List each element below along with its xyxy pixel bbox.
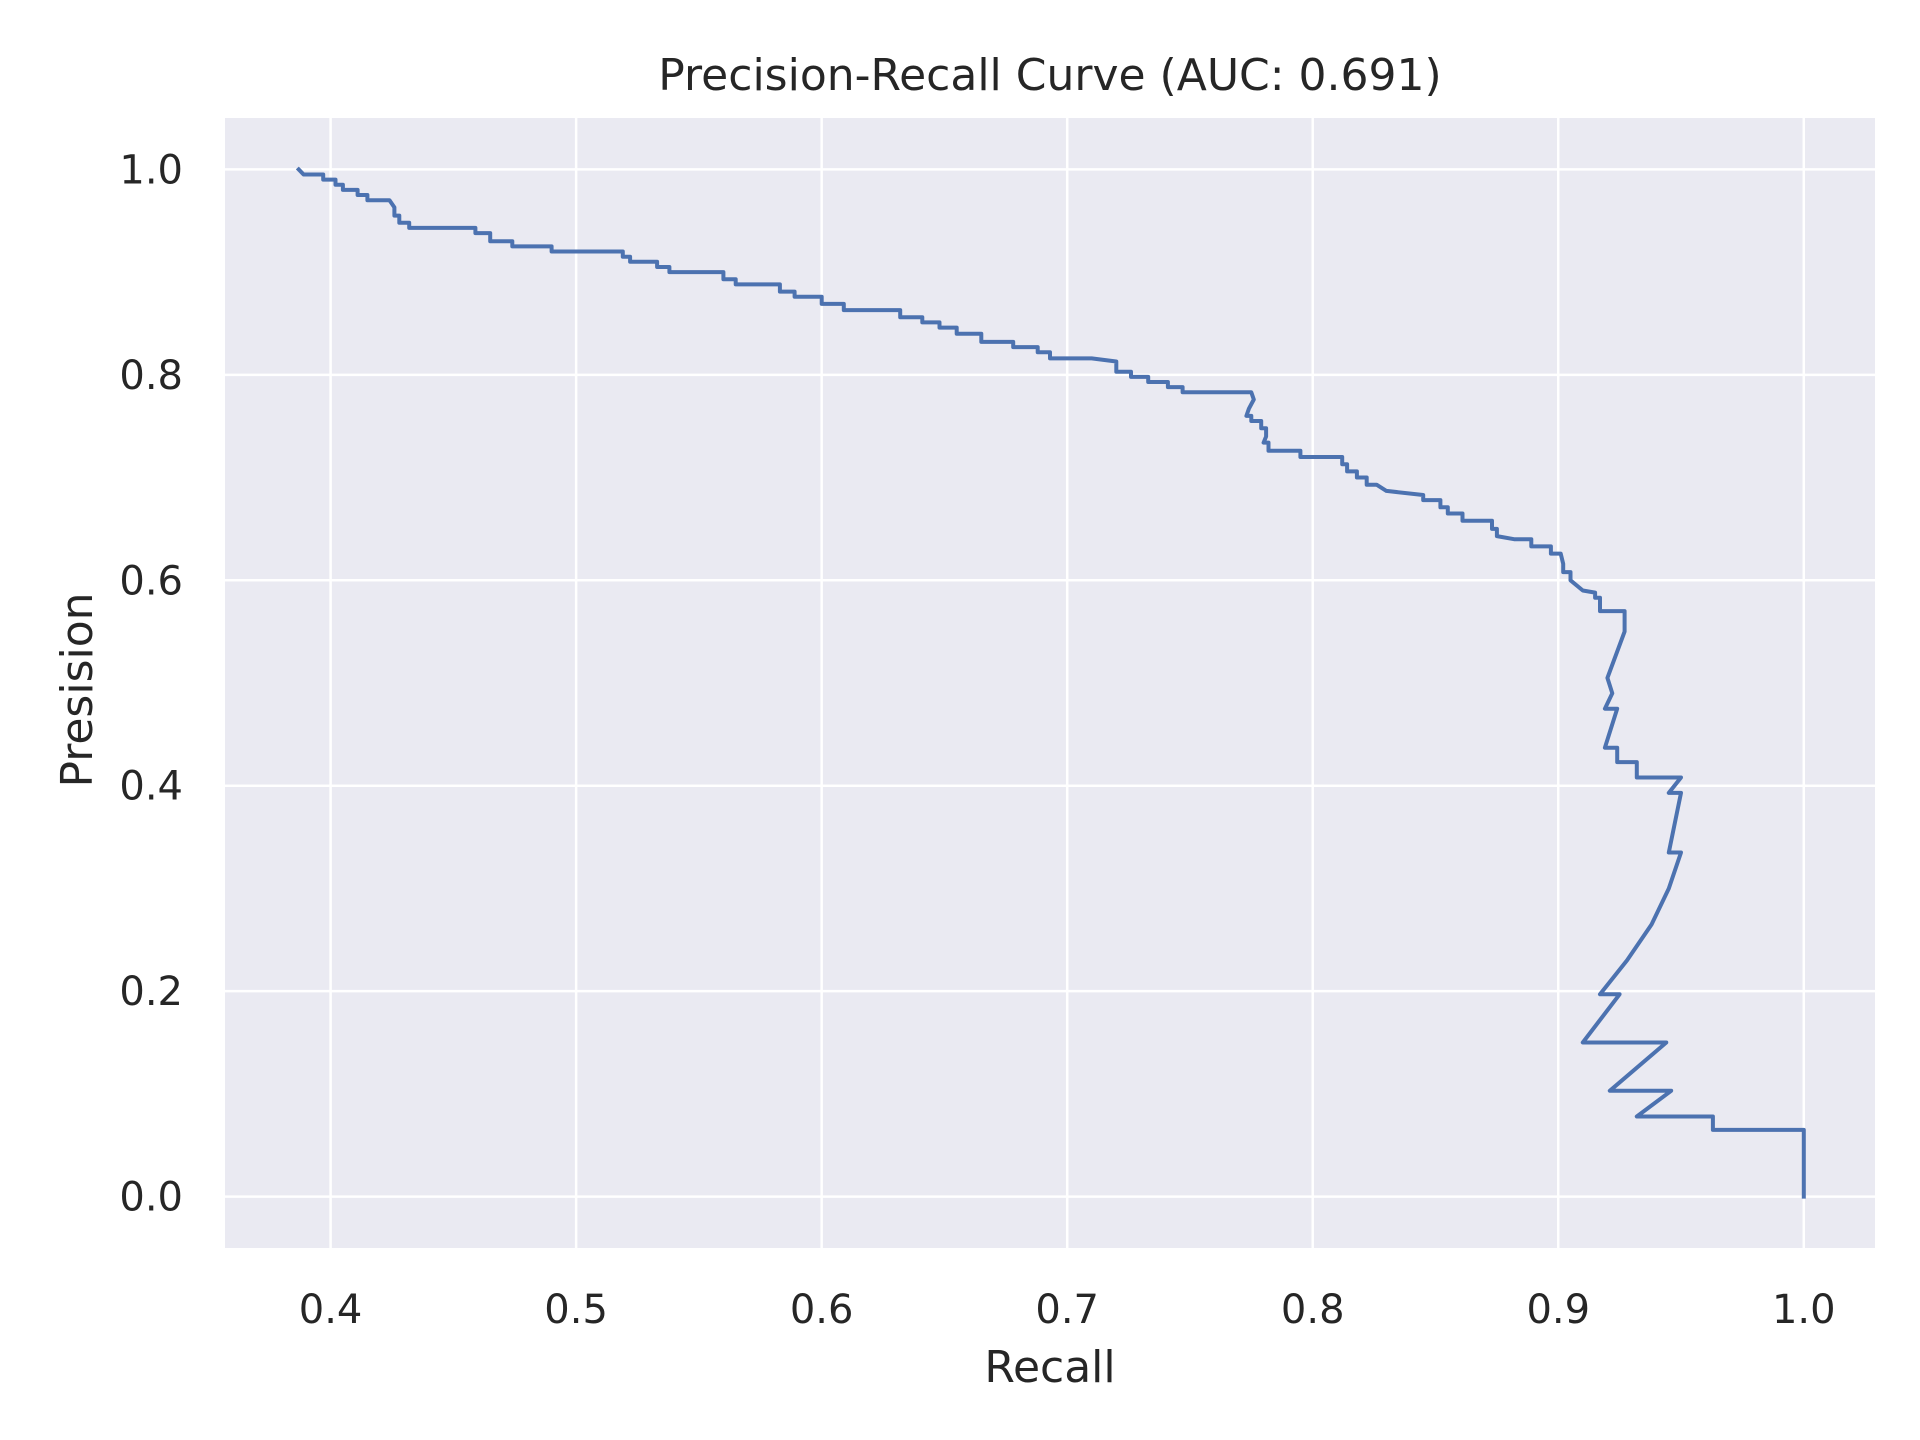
y-axis-ticks: 0.0 0.2 0.4 0.6 0.8 1.0 [119, 147, 183, 1220]
x-axis-ticks: 0.4 0.5 0.6 0.7 0.8 0.9 1.0 [299, 1287, 1836, 1333]
plot-area [225, 118, 1875, 1248]
y-tick-label: 0.8 [119, 353, 183, 399]
x-tick-label: 1.0 [1772, 1287, 1836, 1333]
x-axis-label: Recall [984, 1342, 1115, 1393]
grid-lines [225, 118, 1875, 1248]
x-tick-label: 0.4 [299, 1287, 363, 1333]
x-tick-label: 0.7 [1035, 1287, 1099, 1333]
x-tick-label: 0.9 [1526, 1287, 1590, 1333]
y-tick-label: 0.0 [119, 1175, 183, 1221]
x-tick-label: 0.8 [1281, 1287, 1345, 1333]
y-tick-label: 1.0 [119, 147, 183, 193]
y-tick-label: 0.2 [119, 969, 183, 1015]
precision-recall-line [295, 166, 1806, 1199]
y-tick-label: 0.6 [119, 558, 183, 604]
x-tick-label: 0.5 [544, 1287, 608, 1333]
series-lines [295, 166, 1806, 1199]
y-axis-label: Presision [52, 592, 103, 787]
chart-title: Precision-Recall Curve (AUC: 0.691) [658, 50, 1441, 101]
y-tick-label: 0.4 [119, 764, 183, 810]
x-tick-label: 0.6 [790, 1287, 854, 1333]
